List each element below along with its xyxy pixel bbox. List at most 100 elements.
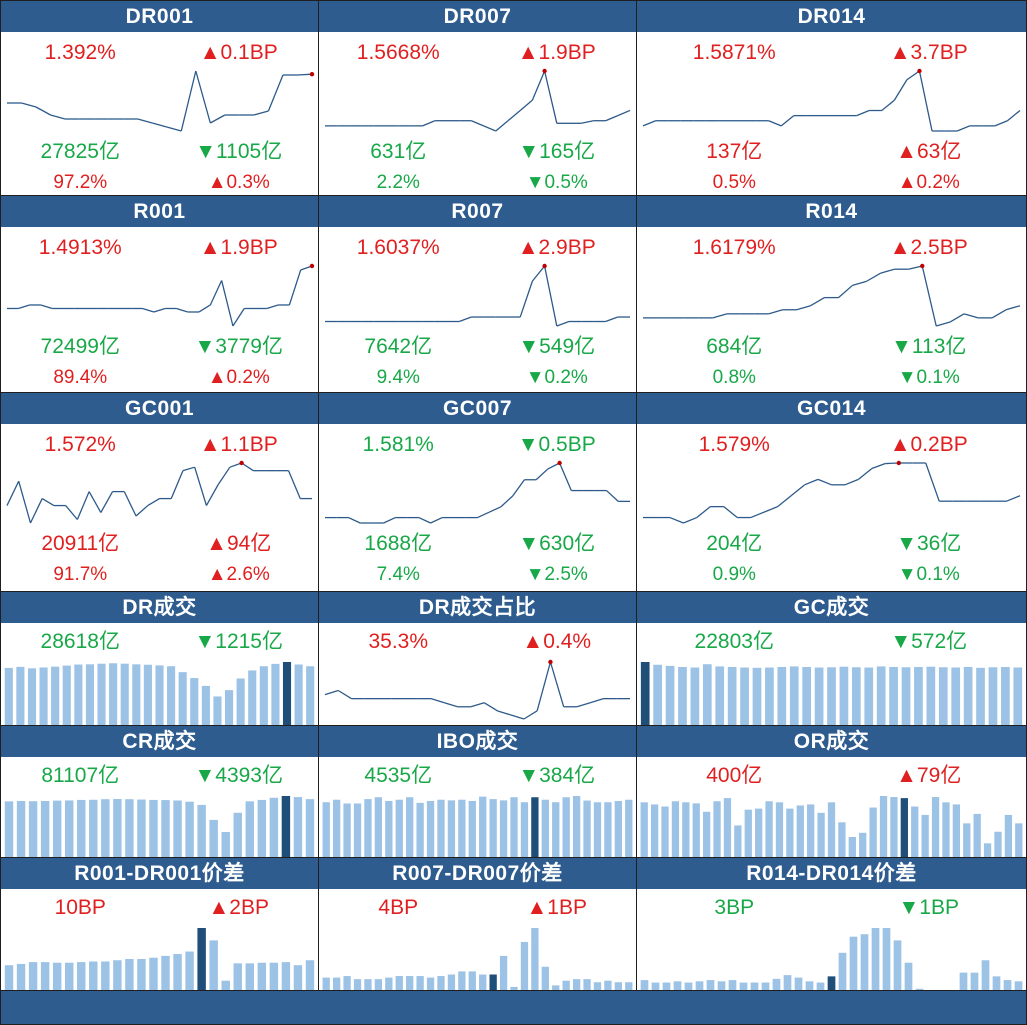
line-segment — [18, 304, 30, 310]
stat-change: ▲1.9BP — [517, 41, 596, 64]
line-segment — [205, 484, 219, 506]
bar — [690, 667, 700, 725]
stat-change: ▼572亿 — [890, 630, 968, 653]
panel-title: GC001 — [1, 393, 318, 424]
stat-value: 1.5668% — [356, 41, 440, 64]
bar-current — [489, 974, 497, 990]
bar — [16, 963, 26, 990]
stat-change: ▼165亿 — [518, 140, 596, 163]
bar — [695, 981, 704, 990]
stat-value: 0.8% — [712, 367, 756, 388]
chart-gc014 — [643, 460, 1021, 524]
stat-change: ▼3779亿 — [194, 335, 283, 358]
bar — [257, 799, 267, 857]
bar — [1014, 981, 1023, 990]
bar — [305, 799, 315, 857]
bar — [447, 800, 456, 857]
bar — [775, 802, 784, 857]
line-segment — [906, 70, 920, 81]
panel-title: CR成交 — [1, 726, 318, 757]
bar — [120, 663, 129, 725]
stat-row: 20911亿 ▲94亿 — [1, 532, 318, 556]
bar — [52, 800, 62, 857]
bar — [593, 982, 602, 990]
highlight-point — [920, 263, 925, 269]
bar — [783, 975, 792, 990]
stat-value: 89.4% — [53, 367, 108, 388]
panel-gc014: GC014 1.579% ▲0.2BP 204亿 ▼36亿 0.9% ▼0.1% — [636, 392, 1027, 592]
bar — [640, 980, 649, 990]
stat-row: 7642亿 ▼549亿 — [319, 335, 636, 359]
line-segment — [1006, 495, 1021, 502]
panel-title: DR014 — [637, 1, 1026, 32]
bar — [137, 959, 146, 990]
line-segment — [921, 265, 937, 327]
bar — [16, 800, 26, 857]
bar — [437, 976, 445, 990]
bar — [221, 832, 230, 857]
line-segment — [796, 305, 811, 311]
bar — [77, 962, 86, 990]
line-segment — [507, 109, 521, 122]
bar-current — [197, 928, 206, 990]
line-segment — [180, 70, 197, 132]
bar — [52, 962, 62, 990]
stat-value: 137亿 — [706, 140, 763, 163]
line-segment — [543, 265, 558, 327]
stat-value: 27825亿 — [40, 140, 120, 163]
panel-title: R001-DR001价差 — [1, 858, 318, 889]
stat-row: 0.9% ▼0.1% — [637, 563, 1026, 587]
bar — [332, 799, 341, 857]
bar — [89, 799, 98, 857]
bar — [951, 667, 961, 725]
bar — [1004, 814, 1013, 857]
stat-value: 7642亿 — [364, 335, 433, 358]
line-segment — [817, 478, 832, 486]
line-segment — [142, 307, 155, 313]
line-segment — [523, 710, 538, 720]
stat-value: 28618亿 — [40, 630, 120, 653]
bar — [988, 667, 998, 725]
highlight-point — [239, 460, 244, 466]
line-segment — [209, 280, 223, 306]
stat-change: ▼1215亿 — [194, 630, 283, 653]
bar — [353, 803, 362, 857]
bar — [777, 666, 787, 725]
line-segment — [949, 313, 965, 323]
bar — [77, 799, 86, 857]
line-segment — [471, 120, 484, 127]
panel-r007: R007 1.6037% ▲2.9BP 7642亿 ▼549亿 9.4% ▼0.2% — [318, 195, 637, 393]
bar — [221, 980, 230, 990]
line-segment — [963, 313, 979, 319]
panel-title: GC014 — [637, 393, 1026, 424]
bar — [665, 665, 675, 725]
stat-change: ▼2.5% — [525, 564, 588, 585]
bar — [293, 797, 303, 857]
bar — [271, 663, 280, 725]
bar — [125, 799, 134, 857]
line-segment — [18, 480, 32, 524]
bar — [113, 798, 122, 857]
panel-title: R014-DR014价差 — [637, 858, 1026, 889]
bar — [1001, 666, 1010, 725]
bar — [233, 963, 242, 990]
bar — [201, 685, 210, 725]
stat-row: 4BP ▲1BP — [319, 896, 636, 920]
bar — [702, 811, 711, 857]
bar — [583, 979, 591, 990]
stat-value: 35.3% — [368, 630, 429, 653]
stat-row: 28618亿 ▼1215亿 — [1, 630, 318, 654]
bar — [161, 955, 170, 990]
line-segment — [852, 280, 867, 287]
bar — [161, 800, 170, 857]
bar — [901, 667, 911, 725]
chart-r014 — [643, 263, 1021, 327]
bar — [727, 666, 737, 725]
line-segment — [590, 698, 604, 704]
panel-gc-volume: GC成交 22803亿 ▼572亿 — [636, 591, 1027, 726]
bar — [406, 797, 414, 857]
line-segment — [88, 491, 102, 513]
stat-change: ▼113亿 — [891, 335, 967, 358]
line-segment — [768, 120, 782, 127]
stat-change: ▲2.5BP — [889, 236, 968, 259]
